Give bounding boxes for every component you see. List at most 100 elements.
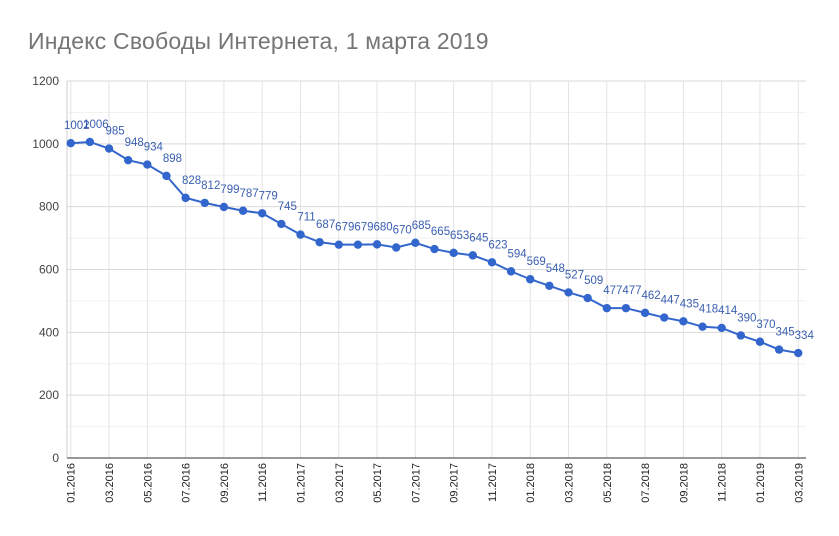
data-point — [334, 240, 343, 249]
data-point — [372, 240, 382, 249]
data-point — [698, 322, 707, 331]
data-point — [468, 251, 477, 260]
data-point — [660, 313, 669, 322]
data-label: 370 — [756, 319, 775, 331]
data-point — [717, 323, 726, 333]
data-point — [315, 237, 324, 247]
data-label: 685 — [412, 220, 431, 232]
data-point — [296, 230, 305, 239]
data-point — [200, 198, 209, 208]
data-point — [181, 193, 190, 203]
x-tick-label: 11.2016 — [257, 463, 269, 502]
data-label: 665 — [431, 226, 450, 238]
data-point — [430, 244, 439, 254]
data-label: 679 — [354, 222, 373, 234]
data-point — [774, 345, 784, 354]
data-label: 334 — [795, 330, 815, 342]
data-point — [238, 206, 248, 215]
data-label: 799 — [220, 184, 239, 196]
data-point — [621, 303, 631, 313]
x-tick-label: 01.2019 — [755, 463, 767, 503]
data-label: 687 — [316, 219, 335, 231]
data-label: 711 — [297, 212, 315, 224]
data-label: 745 — [278, 201, 297, 213]
x-tick-label: 05.2018 — [602, 463, 614, 503]
data-label: 779 — [259, 190, 278, 202]
data-point — [353, 240, 363, 249]
data-label: 679 — [335, 222, 354, 234]
data-label: 623 — [488, 239, 507, 251]
x-tick-label: 01.2018 — [525, 463, 537, 503]
x-tick-label: 11.2018 — [717, 463, 729, 502]
data-point — [219, 202, 229, 212]
data-point — [679, 317, 688, 326]
x-tick-label: 01.2016 — [66, 463, 78, 503]
data-label: 447 — [661, 295, 680, 307]
data-label: 787 — [239, 188, 258, 200]
x-tick-label: 07.2018 — [640, 463, 652, 503]
data-point — [449, 248, 458, 258]
chart-title: Индекс Свободы Интернета, 1 марта 2019 — [28, 28, 489, 54]
data-label: 414 — [718, 305, 738, 317]
data-point — [602, 303, 612, 313]
y-tick-label: 1000 — [32, 137, 59, 151]
data-point — [564, 288, 573, 297]
y-tick-label: 400 — [39, 325, 59, 339]
data-point — [640, 308, 650, 318]
y-tick-label: 0 — [52, 451, 59, 465]
data-point — [85, 137, 95, 147]
data-point — [794, 348, 803, 358]
y-tick-label: 600 — [39, 263, 59, 277]
data-point — [257, 209, 267, 218]
x-tick-label: 05.2017 — [372, 463, 384, 503]
data-point — [123, 155, 133, 165]
data-label: 527 — [565, 269, 584, 281]
data-label: 985 — [105, 126, 124, 138]
data-point — [487, 258, 497, 267]
data-label: 1006 — [83, 119, 109, 131]
data-label: 390 — [737, 312, 756, 324]
data-point — [143, 160, 152, 169]
data-label: 934 — [144, 142, 164, 154]
data-label: 548 — [546, 263, 565, 275]
data-label: 645 — [469, 232, 488, 244]
data-label: 569 — [527, 256, 546, 268]
data-point — [545, 281, 554, 291]
x-tick-label: 03.2019 — [793, 463, 805, 503]
data-label: 477 — [603, 285, 622, 297]
data-point — [277, 219, 286, 229]
x-tick-label: 09.2018 — [678, 463, 690, 503]
x-tick-label: 01.2017 — [295, 463, 307, 503]
data-label: 670 — [393, 225, 412, 237]
data-label: 828 — [182, 175, 201, 187]
data-point — [583, 293, 592, 303]
data-point — [526, 275, 535, 284]
data-label: 477 — [622, 285, 641, 297]
y-tick-label: 800 — [39, 200, 59, 214]
x-tick-label: 07.2016 — [181, 463, 193, 503]
data-label: 812 — [201, 180, 220, 192]
x-tick-label: 09.2016 — [219, 463, 231, 503]
data-point — [66, 139, 75, 148]
data-label: 509 — [584, 275, 603, 287]
y-tick-label: 200 — [39, 388, 59, 402]
data-label: 418 — [699, 304, 718, 316]
data-point — [392, 243, 401, 252]
x-tick-label: 03.2018 — [564, 463, 576, 503]
data-label: 345 — [776, 327, 795, 339]
data-label: 680 — [373, 221, 392, 233]
data-label: 594 — [507, 248, 527, 260]
data-label: 898 — [163, 153, 182, 165]
data-point — [104, 144, 114, 153]
x-tick-label: 03.2017 — [334, 463, 346, 503]
data-point — [162, 171, 171, 181]
x-tick-label: 11.2017 — [487, 463, 499, 502]
data-point — [736, 331, 746, 340]
y-tick-label: 1200 — [32, 74, 59, 88]
data-label: 948 — [125, 137, 144, 149]
data-label: 435 — [680, 298, 699, 310]
x-tick-label: 09.2017 — [449, 463, 461, 503]
data-label: 1002 — [64, 120, 90, 132]
